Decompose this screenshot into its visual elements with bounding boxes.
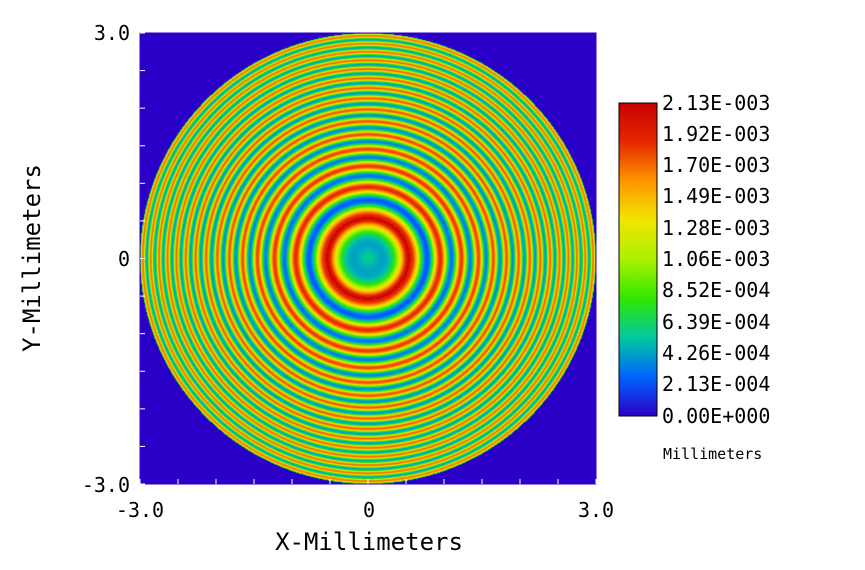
x-axis-title: X-Millimeters (275, 528, 463, 556)
y-tick-label-top: 3.0 (94, 21, 130, 45)
colorbar (618, 102, 658, 417)
x-tick-label-middle: 0 (363, 498, 375, 522)
y-tick-label-bottom: -3.0 (82, 473, 130, 497)
y-axis-minor-ticks (140, 32, 145, 485)
fringe-pattern-heatmap (140, 33, 596, 484)
x-tick-label-left: -3.0 (116, 498, 164, 522)
x-tick-label-right: 3.0 (578, 498, 614, 522)
colorbar-label-2: 1.70E-003 (662, 153, 770, 177)
colorbar-label-4: 1.28E-003 (662, 216, 770, 240)
colorbar-unit-label: Millimeters (663, 445, 762, 463)
colorbar-tick-labels: 2.13E-003 1.92E-003 1.70E-003 1.49E-003 … (662, 91, 770, 428)
colorbar-label-3: 1.49E-003 (662, 184, 770, 208)
y-axis-title: Y-Millimeters (18, 164, 46, 352)
y-tick-label-middle: 0 (118, 247, 130, 271)
colorbar-label-6: 8.52E-004 (662, 278, 770, 302)
colorbar-label-7: 6.39E-004 (662, 310, 770, 334)
colorbar-label-9: 2.13E-004 (662, 372, 770, 396)
colorbar-label-5: 1.06E-003 (662, 247, 770, 271)
colorbar-label-1: 1.92E-003 (662, 122, 770, 146)
colorbar-label-8: 4.26E-004 (662, 341, 770, 365)
colorbar-label-0: 2.13E-003 (662, 91, 770, 115)
x-axis-minor-ticks (139, 479, 597, 484)
colorbar-label-10: 0.00E+000 (662, 404, 770, 428)
